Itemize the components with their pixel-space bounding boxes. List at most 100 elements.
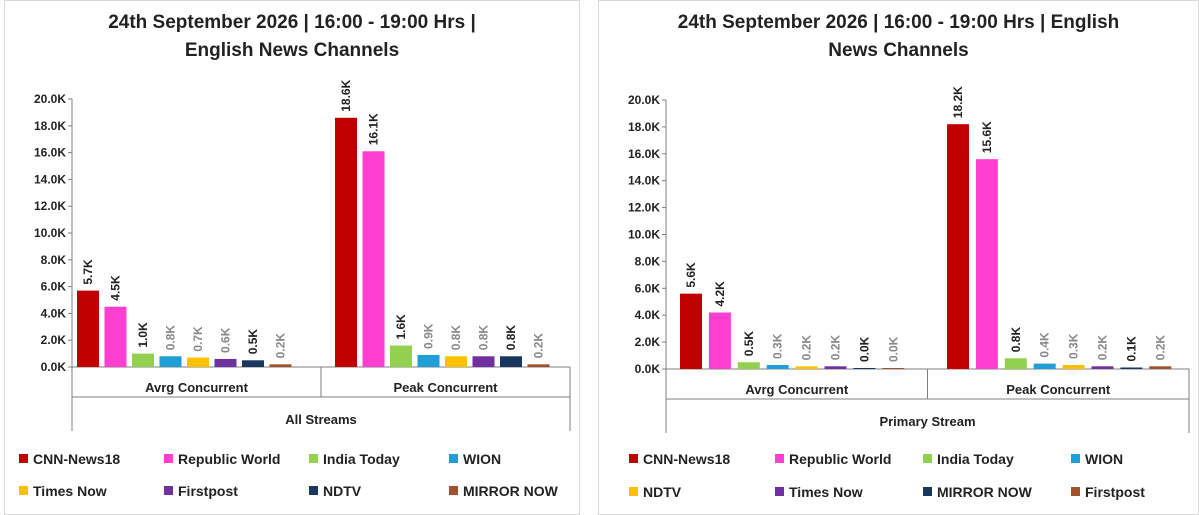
data-label: 16.1K [367, 113, 381, 145]
legend-item: Republic World [164, 451, 280, 467]
bar [853, 368, 876, 369]
data-label: 0.9K [422, 323, 436, 349]
bar [104, 306, 127, 367]
legend-item: CNN-News18 [629, 451, 730, 467]
y-tick-label: 2.0K [635, 335, 661, 349]
data-label: 0.2K [800, 335, 814, 361]
legend-label: MIRROR NOW [937, 484, 1032, 500]
bar [214, 358, 237, 367]
category-label: Peak Concurrent [1006, 382, 1111, 397]
legend-item: WION [449, 451, 501, 467]
y-tick-label: 8.0K [635, 254, 661, 268]
bar [795, 366, 818, 369]
legend-item: MIRROR NOW [923, 484, 1032, 500]
legend-swatch [775, 487, 784, 496]
legend-swatch [1071, 487, 1080, 496]
y-tick-label: 14.0K [628, 174, 660, 188]
data-label: 0.1K [1124, 336, 1138, 362]
y-tick-label: 0.0K [41, 360, 67, 374]
legend-label: Times Now [789, 484, 863, 500]
legend-swatch [449, 486, 458, 495]
category-label: Peak Concurrent [393, 380, 498, 395]
data-label: 5.7K [81, 259, 95, 285]
legend-swatch [449, 454, 458, 463]
bar-chart-primary-stream: 0.0K 2.0K 4.0K 6.0K 8.0K 10.0K 12.0K 14.0K 16.0K… [628, 86, 1190, 433]
y-tick-label: 8.0K [41, 253, 67, 267]
chart-title: 24th September 2026 | 16:00 - 19:00 Hrs … [599, 9, 1198, 65]
legend-label: Republic World [178, 451, 281, 467]
bar [472, 356, 495, 367]
bar [159, 356, 182, 367]
legend-item: Firstpost [164, 483, 238, 499]
y-tick-label: 18.0K [628, 120, 660, 134]
bar [390, 345, 412, 367]
legend-label: India Today [937, 451, 1014, 467]
legend-swatch [19, 454, 28, 463]
data-label: 0.2K [1096, 335, 1110, 361]
legend-swatch [923, 454, 932, 463]
group-label: All Streams [285, 412, 357, 427]
data-label: 0.0K [886, 336, 900, 362]
legend-label: NDTV [643, 484, 682, 500]
y-tick-label: 4.0K [41, 306, 67, 320]
legend-swatch [1071, 454, 1080, 463]
legend-item: NDTV [309, 483, 361, 499]
bar [1091, 366, 1114, 369]
y-tick-label: 10.0K [34, 226, 66, 240]
y-tick-label: 16.0K [628, 147, 660, 161]
data-label: 4.5K [109, 275, 123, 301]
y-tick-label: 14.0K [34, 172, 66, 186]
legend-label: CNN-News18 [643, 451, 731, 467]
y-tick-label: 10.0K [628, 228, 660, 242]
legend-item: NDTV [629, 484, 681, 500]
data-label: 0.8K [1009, 327, 1023, 353]
legend-item: MIRROR NOW [449, 483, 558, 499]
y-tick-label: 20.0K [628, 93, 660, 107]
y-tick-label: 16.0K [34, 146, 66, 160]
data-label: 0.8K [504, 325, 518, 351]
data-label: 0.3K [1067, 333, 1081, 359]
data-label: 5.6K [684, 262, 698, 288]
bar [737, 362, 760, 369]
bar [445, 356, 467, 367]
bar [1062, 364, 1085, 369]
bar [417, 354, 440, 367]
legend-label: WION [463, 451, 502, 467]
data-label: 4.2K [713, 281, 727, 307]
data-label: 0.7K [191, 326, 205, 352]
bar [1120, 367, 1143, 369]
bar [680, 293, 702, 369]
bar [947, 124, 969, 370]
legend-item: Times Now [775, 484, 863, 500]
legend-swatch [775, 454, 784, 463]
data-label: 0.8K [477, 325, 491, 351]
bar [975, 159, 998, 369]
data-label: 18.2K [951, 86, 965, 118]
y-tick-label: 0.0K [635, 362, 661, 376]
legend-item: Republic World [775, 451, 891, 467]
legend-swatch [164, 486, 173, 495]
data-label: 0.2K [829, 335, 843, 361]
data-label: 0.2K [532, 333, 546, 359]
legend-swatch [629, 454, 638, 463]
y-tick-label: 6.0K [41, 280, 67, 294]
legend-item: India Today [923, 451, 1014, 467]
category-label: Avrg Concurrent [745, 382, 848, 397]
bar [824, 366, 847, 369]
bar [766, 364, 789, 369]
legend-label: NDTV [323, 483, 362, 499]
bar [187, 357, 209, 367]
legend-label: MIRROR NOW [463, 483, 558, 499]
legend-swatch [19, 486, 28, 495]
bar [527, 364, 550, 367]
bar [335, 117, 357, 367]
category-label: Avrg Concurrent [145, 380, 248, 395]
legend-label: WION [1085, 451, 1124, 467]
data-label: 0.6K [219, 327, 233, 353]
chart-title-line-1: 24th September 2026 | 16:00 - 19:00 Hrs … [677, 12, 1120, 33]
legend-label: Firstpost [1085, 484, 1145, 500]
bar [362, 151, 385, 367]
legend-swatch [309, 454, 318, 463]
chart-title: 24th September 2026 | 16:00 - 19:00 Hrs … [5, 9, 579, 65]
y-tick-label: 4.0K [635, 308, 661, 322]
